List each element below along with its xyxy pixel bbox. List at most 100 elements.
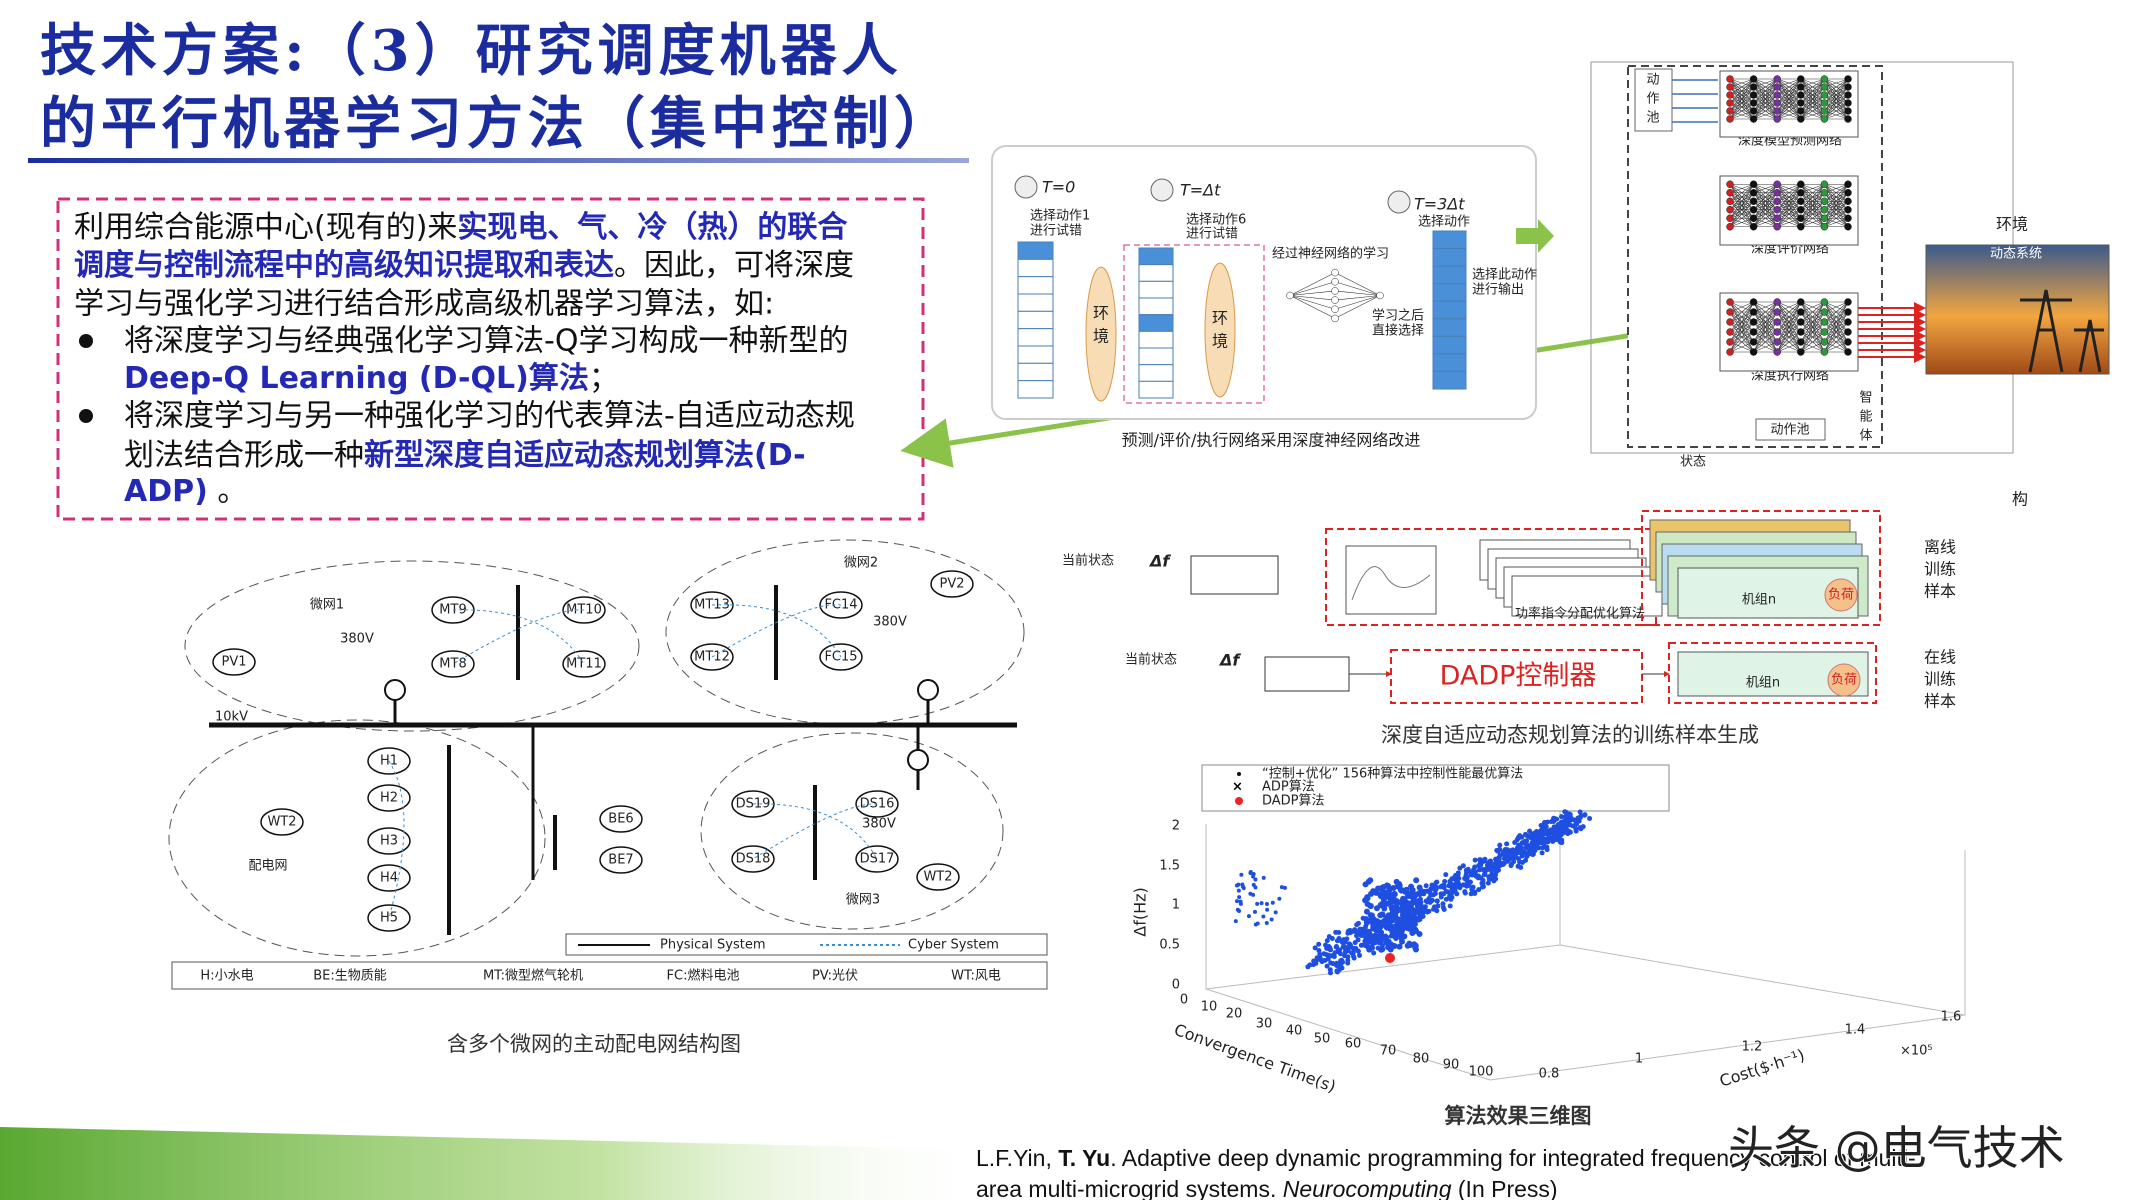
scatter-dot bbox=[1404, 902, 1411, 909]
net-node bbox=[1331, 287, 1339, 295]
key-group: H:小水电 BE:生物质能 MT:微型燃气轮机 FC:燃料电池 PV:光伏 WT:风电 bbox=[200, 968, 1000, 984]
y-tick-label: 0.8 bbox=[1539, 1067, 1560, 1082]
scatter-dot bbox=[1385, 953, 1395, 963]
net-edge bbox=[1800, 86, 1825, 120]
scatter-dot bbox=[1485, 880, 1491, 886]
y-tick-label: 1 bbox=[1635, 1052, 1643, 1067]
label: 智 bbox=[1859, 391, 1872, 406]
net-node bbox=[1726, 99, 1734, 107]
figure-agent: 动 作 池 深度模型预测网络 深度评价网络 深度执行网络 动作池 智 能 体 状… bbox=[1590, 61, 2110, 509]
scatter-dot bbox=[1345, 954, 1351, 960]
net-node bbox=[1797, 107, 1805, 115]
scatter-dot bbox=[1237, 895, 1242, 900]
scatter-dot bbox=[1423, 883, 1429, 889]
net-node bbox=[1844, 115, 1852, 123]
scatter-dot bbox=[1554, 837, 1560, 843]
x-tick-label: 0 bbox=[1180, 993, 1188, 1008]
scatter-dot bbox=[1404, 893, 1411, 900]
node-label: H5 bbox=[380, 911, 398, 926]
cell bbox=[1138, 264, 1174, 282]
net-edge bbox=[1800, 184, 1825, 202]
net-edge bbox=[1824, 209, 1849, 227]
clock-icon bbox=[1014, 175, 1038, 199]
net-node bbox=[1726, 107, 1734, 115]
scatter-dot bbox=[1449, 890, 1455, 896]
scatter-dot bbox=[1328, 960, 1334, 966]
net-node bbox=[1726, 180, 1734, 188]
net-edge bbox=[1289, 281, 1336, 296]
scatter-dot bbox=[1316, 941, 1322, 947]
scatter-dot bbox=[1524, 854, 1530, 860]
net-node bbox=[1773, 206, 1781, 214]
legend-marker: × bbox=[1232, 780, 1243, 795]
scatter-dot bbox=[1367, 902, 1374, 909]
cell bbox=[1138, 280, 1174, 299]
label: 境 bbox=[1093, 327, 1109, 346]
net-edge bbox=[1800, 301, 1825, 313]
scatter-dot bbox=[1534, 840, 1540, 846]
label: Δf bbox=[1218, 651, 1241, 670]
label: 选择动作 bbox=[1418, 215, 1470, 230]
net-edge bbox=[1753, 102, 1778, 120]
node-circle bbox=[855, 845, 899, 873]
net-edge bbox=[1777, 209, 1801, 227]
net-node bbox=[1797, 318, 1805, 326]
scatter-dot bbox=[1432, 886, 1438, 892]
scatter-dot bbox=[1565, 820, 1571, 826]
clock-icon bbox=[1150, 178, 1174, 202]
label: 学习之后 bbox=[1372, 308, 1424, 324]
net-edge bbox=[1334, 281, 1381, 296]
scatter-dot bbox=[1357, 952, 1363, 958]
scatter-dot bbox=[1241, 886, 1246, 891]
scatter-dot bbox=[1270, 900, 1275, 905]
cell bbox=[1138, 314, 1174, 332]
net-edge bbox=[1824, 301, 1849, 313]
net-edge bbox=[1334, 295, 1381, 319]
net-edge bbox=[1800, 321, 1825, 353]
scatter-dot bbox=[1236, 888, 1241, 893]
key-label: FC:燃料电池 bbox=[667, 968, 740, 984]
node-circle bbox=[367, 904, 411, 932]
citation-run: . Adaptive deep dynamic programming for … bbox=[1110, 1145, 1915, 1171]
scatter-dot bbox=[1460, 863, 1466, 869]
scatter-dot bbox=[1370, 917, 1377, 924]
scatter-dot bbox=[1394, 921, 1401, 928]
net-edge bbox=[1753, 94, 1778, 120]
cell bbox=[1432, 230, 1467, 250]
scatter-dot bbox=[1427, 889, 1433, 895]
net-node bbox=[1749, 206, 1758, 214]
net-edge bbox=[1753, 183, 1778, 194]
label: 在线 bbox=[1924, 648, 1956, 667]
text-emphasis: ADP) bbox=[124, 474, 208, 509]
scatter-dot bbox=[1453, 883, 1459, 889]
scatter-dot bbox=[1539, 850, 1545, 856]
cell bbox=[1432, 318, 1467, 337]
scatter-dot bbox=[1505, 854, 1511, 860]
scatter-dot bbox=[1376, 939, 1383, 946]
label: 环 bbox=[1093, 304, 1109, 323]
scatter-dot bbox=[1433, 880, 1439, 886]
scatter-dot bbox=[1568, 815, 1574, 821]
label: 样本 bbox=[1924, 582, 1956, 601]
net-edge bbox=[1729, 301, 1754, 313]
key-label: PV:光伏 bbox=[812, 969, 858, 984]
net-edge bbox=[1753, 201, 1778, 227]
net-edge bbox=[1800, 192, 1825, 227]
net-edge bbox=[1824, 78, 1849, 112]
net-node bbox=[1820, 99, 1829, 107]
scatter-dot bbox=[1393, 904, 1400, 911]
net-edge bbox=[1729, 184, 1754, 202]
net-node bbox=[1749, 75, 1758, 83]
key-label: WT:风电 bbox=[951, 969, 1001, 984]
net-edge bbox=[1753, 331, 1778, 353]
net-node bbox=[1773, 197, 1781, 205]
node-label: BE7 bbox=[608, 853, 633, 868]
legend-box bbox=[565, 933, 1048, 956]
scatter-dot bbox=[1338, 961, 1344, 967]
cyber-link bbox=[711, 604, 842, 658]
net-node bbox=[1820, 75, 1829, 83]
z-tick-label: 1 bbox=[1172, 898, 1180, 913]
net-edge bbox=[1824, 94, 1849, 120]
net-node bbox=[1726, 91, 1734, 99]
